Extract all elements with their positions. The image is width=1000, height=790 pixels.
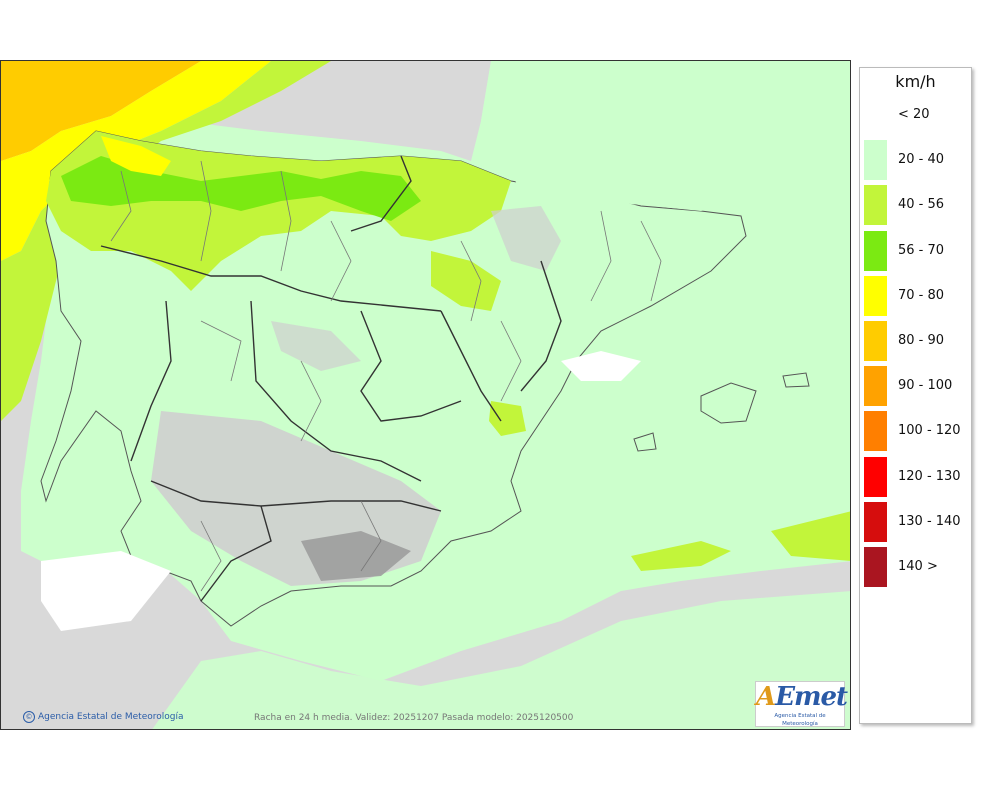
relief-sierra-nevada (301, 531, 411, 581)
legend-item: 80 - 90 (864, 321, 968, 361)
legend-swatch (864, 547, 887, 587)
legend-label: 20 - 40 (898, 152, 945, 168)
aemet-logo-mark: AEmet (756, 682, 848, 712)
france-coast (481, 61, 850, 211)
legend-label: 40 - 56 (898, 197, 945, 213)
legend-item: 120 - 130 (864, 456, 968, 497)
region-borders (100, 155, 562, 602)
gust-legend: km/h < 20 20 - 40 40 - 56 56 - 70 70 - 80 80 … (859, 67, 972, 724)
agency-credit-text: Agencia Estatal de Meteorología (38, 712, 184, 722)
legend-label: 120 - 130 (898, 468, 961, 484)
copyright-icon: © (23, 711, 35, 723)
gust-zone-valencia (489, 401, 526, 436)
legend-swatch (864, 411, 887, 452)
legend-item: 56 - 70 (864, 230, 968, 271)
gust-zone-atlantic-high (1, 61, 201, 161)
island-menorca (782, 372, 810, 388)
north-africa (152, 591, 850, 729)
legend-item: 70 - 80 (864, 275, 968, 316)
legend-label: 100 - 120 (898, 423, 961, 439)
gust-zone-mediterranean (631, 541, 731, 571)
island-mallorca (700, 382, 757, 424)
agency-credit: © Agencia Estatal de Meteorología (23, 711, 184, 723)
wind-gust-map[interactable]: © Agencia Estatal de Meteorología Racha e… (0, 60, 851, 730)
aemet-logo-subtitle: Agencia Estatal de Meteorología (774, 713, 826, 727)
map-canvas (1, 61, 850, 729)
legend-swatch (864, 230, 887, 271)
legend-item: 100 - 120 (864, 411, 968, 452)
legend-label: 90 - 100 (898, 378, 953, 394)
relief-center (271, 321, 361, 371)
legend-item: 90 - 100 (864, 366, 968, 407)
calm-zone-cadiz (41, 551, 171, 631)
relief-iberian (491, 206, 561, 271)
legend-item: 130 - 140 (864, 501, 968, 542)
legend-swatch (864, 185, 887, 226)
legend-label: 80 - 90 (898, 333, 945, 348)
gust-zone-galicia-yellow (101, 136, 171, 176)
map-caption: Racha en 24 h media. Validez: 20251207 P… (254, 713, 574, 723)
legend-swatch (864, 140, 887, 181)
legend-item: 140 > (864, 547, 968, 587)
legend-label: 70 - 80 (898, 287, 945, 303)
legend-item: < 20 (864, 95, 968, 135)
legend-swatch (864, 321, 887, 361)
gust-zone-ebro (431, 251, 501, 311)
legend-item: 40 - 56 (864, 185, 968, 226)
legend-label: 56 - 70 (898, 242, 945, 258)
gust-zone-east-med (771, 511, 850, 561)
legend-label: 130 - 140 (898, 513, 961, 529)
legend-swatch (864, 456, 887, 497)
gust-zone-atlantic-mid (1, 61, 271, 261)
province-borders (110, 160, 662, 592)
legend-swatch (864, 366, 887, 407)
legend-swatch (864, 275, 887, 316)
calm-zone-valencia-gulf (561, 351, 641, 381)
legend-swatch (864, 501, 887, 542)
legend-unit: km/h (895, 72, 936, 91)
legend-swatch (864, 95, 887, 135)
legend-label: 140 > (898, 559, 938, 574)
legend-label: < 20 (898, 107, 930, 122)
legend-item: 20 - 40 (864, 140, 968, 181)
aemet-logo: AEmet Agencia Estatal de Meteorología (755, 681, 848, 727)
island-ibiza (633, 432, 657, 452)
